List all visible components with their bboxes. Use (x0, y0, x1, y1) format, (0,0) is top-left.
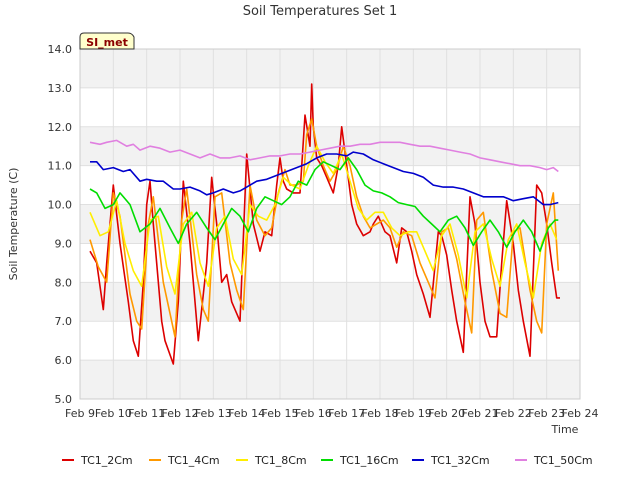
series-line-tc1-16cm (89, 157, 559, 252)
y-tick-label: 6.0 (55, 354, 73, 367)
y-axis-ticks: 5.0 6.0 7.0 8.0 9.0 10.0 11.0 12.0 13.0 14.0 (48, 43, 73, 406)
chart-title: Soil Temperatures Set 1 (243, 4, 398, 19)
legend-label: TC1_50Cm (533, 454, 593, 467)
plot-frame (79, 48, 581, 400)
series-line-tc1-2cm (89, 83, 560, 365)
plot-band (80, 126, 580, 166)
x-axis-label: Time (551, 423, 579, 436)
x-tick-label: Feb 10 (95, 407, 132, 420)
plot-band (80, 321, 580, 361)
legend-item: TC1_8Cm (236, 454, 307, 467)
legend-item: TC1_4Cm (149, 454, 220, 467)
x-tick-label: Feb 12 (162, 407, 199, 420)
y-tick-label: 5.0 (55, 393, 73, 406)
legend-item: TC1_2Cm (62, 454, 133, 467)
plot-band (80, 360, 580, 399)
station-badge-label: SI_met (86, 36, 128, 49)
y-axis-label: Soil Temperature (C) (7, 168, 20, 281)
legend-label: TC1_32Cm (430, 454, 490, 467)
legend-label: TC1_4Cm (167, 454, 220, 467)
x-tick-label: Feb 9 (65, 407, 95, 420)
series-lines (89, 83, 560, 365)
x-tick-label: Feb 19 (395, 407, 432, 420)
y-tick-label: 11.0 (48, 160, 73, 173)
legend-label: TC1_16Cm (339, 454, 399, 467)
plot-band (80, 282, 580, 322)
plot-band (80, 87, 580, 127)
x-tick-label: Feb 22 (495, 407, 532, 420)
x-tick-label: Feb 20 (428, 407, 465, 420)
x-tick-label: Feb 24 (562, 407, 599, 420)
legend-item: TC1_32Cm (412, 454, 490, 467)
y-tick-label: 8.0 (55, 276, 73, 289)
series-line-tc1-32cm (90, 151, 559, 206)
y-tick-label: 10.0 (48, 199, 73, 212)
y-tick-label: 13.0 (48, 82, 73, 95)
x-tick-label: Feb 17 (328, 407, 365, 420)
x-tick-label: Feb 18 (362, 407, 399, 420)
legend-label: TC1_2Cm (80, 454, 133, 467)
station-badge-box (79, 32, 135, 50)
y-tick-label: 14.0 (48, 43, 73, 56)
x-tick-label: Feb 14 (228, 407, 265, 420)
plot-band (80, 49, 580, 88)
legend-label: TC1_8Cm (254, 454, 307, 467)
legend-item: TC1_50Cm (515, 454, 593, 467)
x-tick-label: Feb 13 (195, 407, 232, 420)
legend: TC1_2Cm TC1_4Cm TC1_8Cm TC1_16Cm TC1_32Cm TC1… (62, 454, 593, 467)
y-tick-label: 12.0 (48, 121, 73, 134)
y-tick-label: 7.0 (55, 315, 73, 328)
x-tick-label: Feb 21 (462, 407, 499, 420)
x-tick-label: Feb 23 (528, 407, 565, 420)
y-tick-label: 9.0 (55, 237, 73, 250)
plot-band (80, 204, 580, 244)
series-line-tc1-50cm (89, 139, 559, 173)
x-tick-label: Feb 11 (128, 407, 165, 420)
x-tick-label: Feb 16 (295, 407, 332, 420)
x-tick-label: Feb 15 (262, 407, 299, 420)
station-badge: SI_met (79, 32, 135, 50)
legend-item: TC1_16Cm (321, 454, 399, 467)
